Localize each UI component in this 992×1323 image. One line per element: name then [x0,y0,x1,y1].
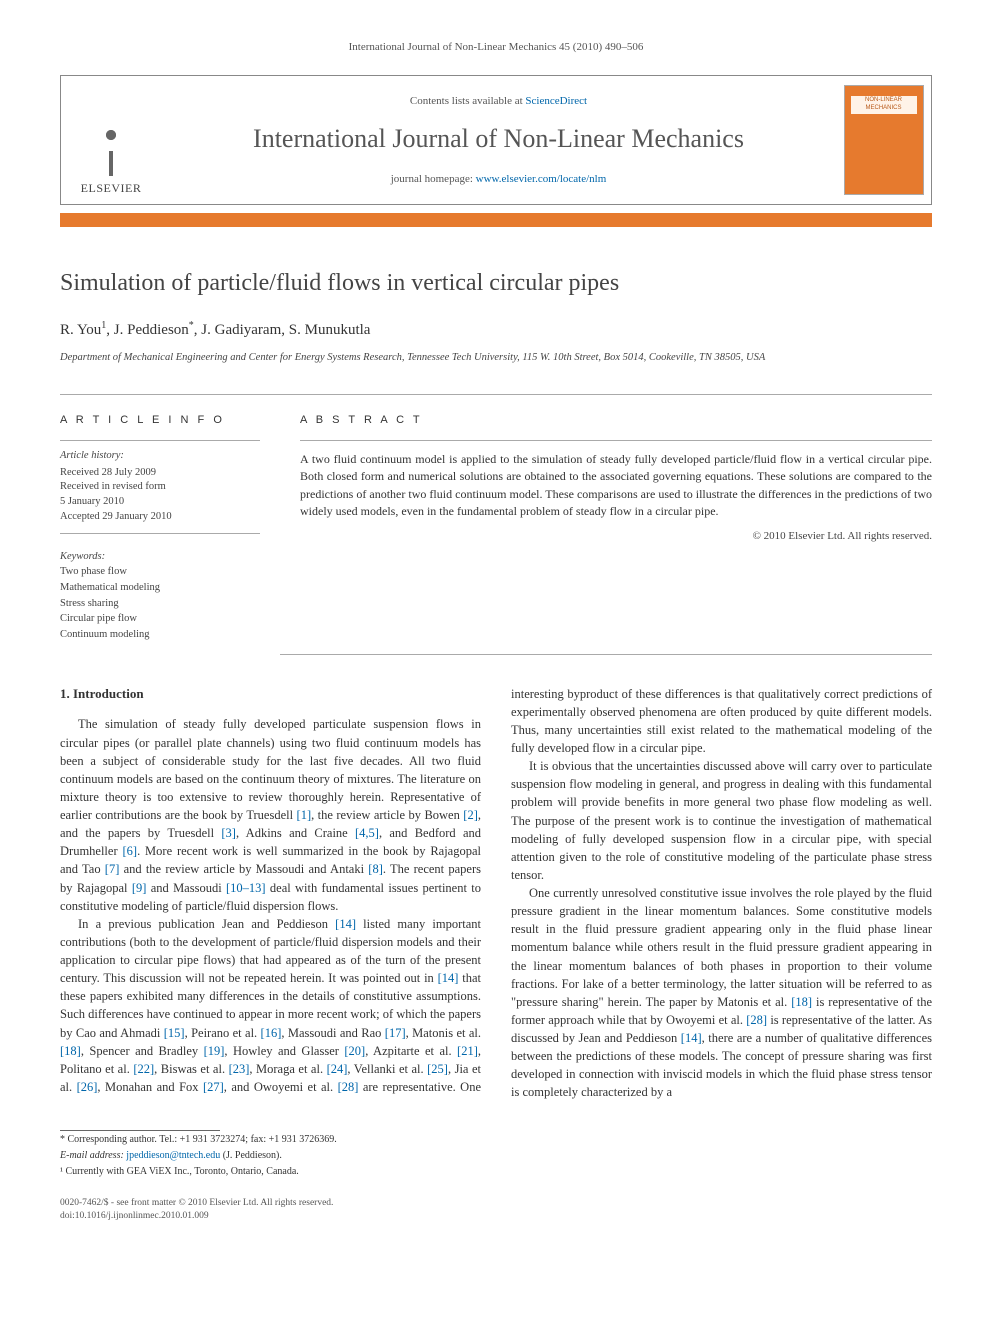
ref-link[interactable]: [4,5] [355,826,379,840]
author-0: R. You [60,322,101,338]
orange-accent-bar [60,213,932,227]
email-link[interactable]: jpeddieson@tntech.edu [126,1150,220,1161]
ref-link[interactable]: [21] [457,1044,478,1058]
journal-banner: ELSEVIER Contents lists available at Sci… [60,75,932,205]
history-line: Accepted 29 January 2010 [60,510,260,525]
homepage-prefix: journal homepage: [391,173,476,185]
ref-link[interactable]: [1] [297,808,312,822]
history-label: Article history: [60,449,260,464]
sciencedirect-link[interactable]: ScienceDirect [525,95,587,107]
ref-link[interactable]: [6] [122,844,137,858]
ref-link[interactable]: [17] [385,1026,406,1040]
doi-line: doi:10.1016/j.ijnonlinmec.2010.01.009 [60,1210,932,1223]
contents-available-line: Contents lists available at ScienceDirec… [410,94,587,109]
email-label: E-mail address: [60,1150,126,1161]
keyword: Stress sharing [60,597,260,612]
abstract-copyright: © 2010 Elsevier Ltd. All rights reserved… [300,529,932,544]
keyword: Mathematical modeling [60,581,260,596]
email-suffix: (J. Peddieson). [220,1150,282,1161]
keyword: Circular pipe flow [60,612,260,627]
ref-link[interactable]: [14] [681,1031,702,1045]
article-history-block: Article history: Received 28 July 2009 R… [60,440,260,533]
author-note-1: ¹ Currently with GEA ViEX Inc., Toronto,… [60,1165,932,1179]
affiliation: Department of Mechanical Engineering and… [60,351,932,366]
author-1: J. Peddieson [114,322,189,338]
corresponding-author-note: * Corresponding author. Tel.: +1 931 372… [60,1133,932,1147]
ref-link[interactable]: [23] [229,1062,250,1076]
ref-link[interactable]: [24] [327,1062,348,1076]
ref-link[interactable]: [10–13] [226,881,266,895]
ref-link[interactable]: [16] [261,1026,282,1040]
intro-para-4: One currently unresolved constitutive is… [511,884,932,1102]
ref-link[interactable]: [7] [105,862,120,876]
ref-link[interactable]: [28] [746,1013,767,1027]
history-line: Received in revised form [60,480,260,495]
author-3: S. Munukutla [289,322,371,338]
contents-prefix: Contents lists available at [410,95,525,107]
ref-link[interactable]: [18] [791,995,812,1009]
keyword: Two phase flow [60,565,260,580]
info-abstract-row: A R T I C L E I N F O Article history: R… [60,394,932,644]
email-line: E-mail address: jpeddieson@tntech.edu (J… [60,1149,932,1163]
footnotes-block: * Corresponding author. Tel.: +1 931 372… [60,1130,932,1179]
history-line: 5 January 2010 [60,495,260,510]
article-title: Simulation of particle/fluid flows in ve… [60,267,932,301]
author-1-note: * [189,320,194,331]
ref-link[interactable]: [28] [338,1080,359,1094]
journal-cover-thumbnail [844,85,924,195]
ref-link[interactable]: [18] [60,1044,81,1058]
ref-link[interactable]: [14] [335,917,356,931]
footer-meta: 0020-7462/$ - see front matter © 2010 El… [60,1197,932,1224]
ref-link[interactable]: [26] [77,1080,98,1094]
abstract-heading: A B S T R A C T [300,413,932,428]
ref-link[interactable]: [3] [221,826,236,840]
banner-right [836,76,931,204]
ref-link[interactable]: [25] [427,1062,448,1076]
intro-para-3: It is obvious that the uncertainties dis… [511,757,932,884]
author-2: J. Gadiyaram [201,322,281,338]
abstract-column: A B S T R A C T A two fluid continuum mo… [300,413,932,644]
ref-link[interactable]: [8] [368,862,383,876]
keywords-label: Keywords: [60,550,260,565]
body-two-columns: 1. Introduction The simulation of steady… [60,685,932,1102]
front-matter-line: 0020-7462/$ - see front matter © 2010 El… [60,1197,932,1210]
keyword: Continuum modeling [60,628,260,643]
authors-line: R. You1, J. Peddieson*, J. Gadiyaram, S.… [60,319,932,341]
running-header: International Journal of Non-Linear Mech… [60,40,932,55]
publisher-label: ELSEVIER [81,180,142,197]
elsevier-tree-icon [86,126,136,176]
ref-link[interactable]: [9] [132,881,147,895]
ref-link[interactable]: [15] [164,1026,185,1040]
author-0-note: 1 [101,320,106,331]
ref-link[interactable]: [22] [133,1062,154,1076]
ref-link[interactable]: [2] [463,808,478,822]
abstract-bottom-rule [280,654,932,655]
article-info-heading: A R T I C L E I N F O [60,413,260,428]
ref-link[interactable]: [14] [438,971,459,985]
publisher-block: ELSEVIER [61,76,161,204]
article-info-column: A R T I C L E I N F O Article history: R… [60,413,260,644]
ref-link[interactable]: [27] [203,1080,224,1094]
footnote-rule [60,1130,220,1131]
history-line: Received 28 July 2009 [60,466,260,481]
ref-link[interactable]: [20] [344,1044,365,1058]
journal-name: International Journal of Non-Linear Mech… [253,121,744,157]
keywords-block: Keywords: Two phase flow Mathematical mo… [60,546,260,643]
ref-link[interactable]: [19] [204,1044,225,1058]
banner-center: Contents lists available at ScienceDirec… [161,76,836,204]
abstract-text: A two fluid continuum model is applied t… [300,440,932,521]
homepage-link[interactable]: www.elsevier.com/locate/nlm [476,173,607,185]
section-1-title: 1. Introduction [60,685,481,704]
intro-para-1: The simulation of steady fully developed… [60,715,481,914]
homepage-line: journal homepage: www.elsevier.com/locat… [391,172,607,187]
